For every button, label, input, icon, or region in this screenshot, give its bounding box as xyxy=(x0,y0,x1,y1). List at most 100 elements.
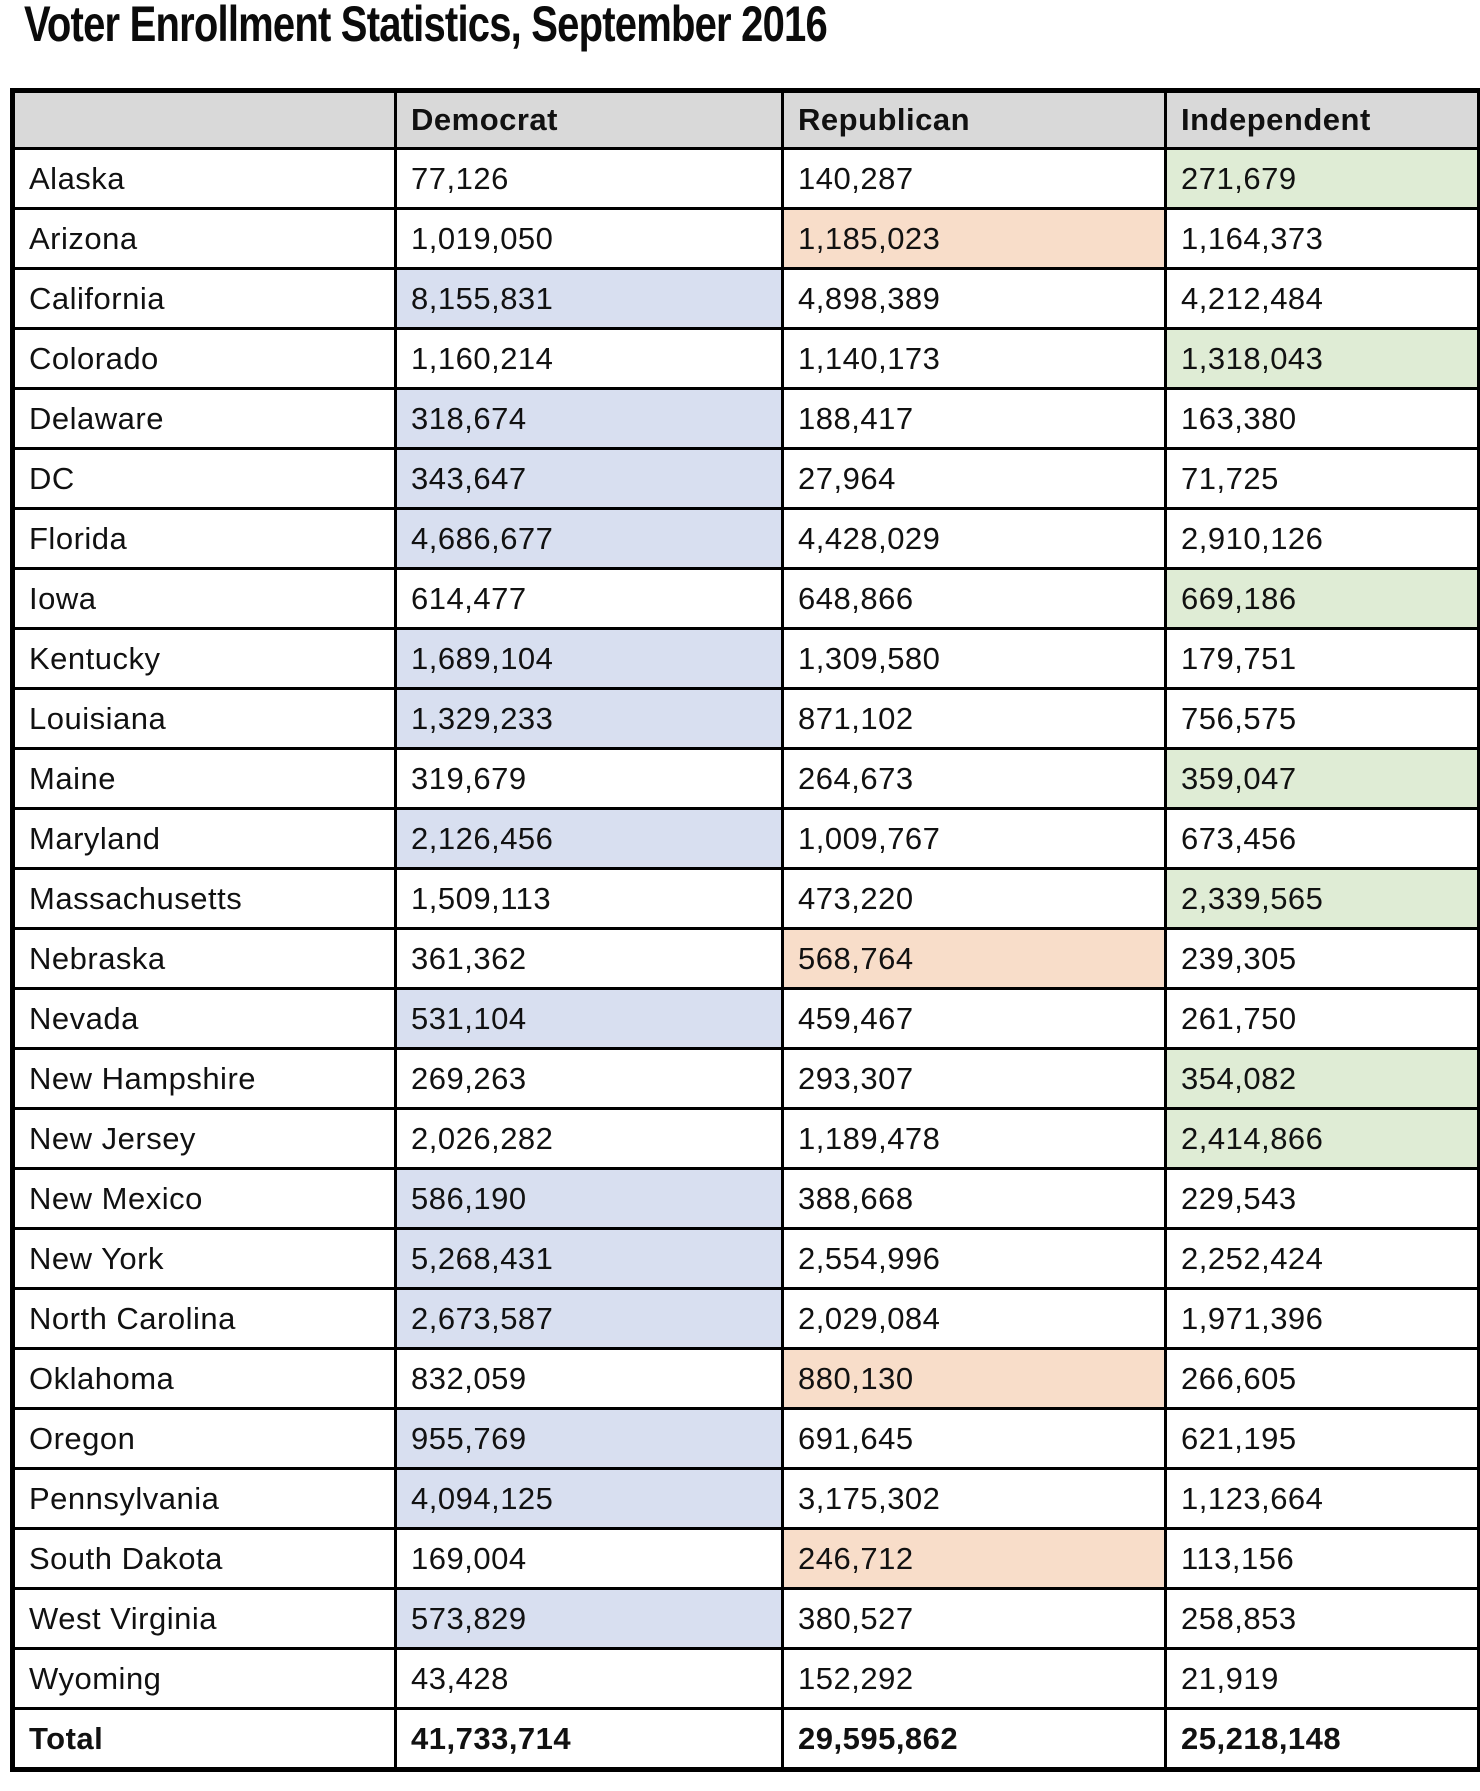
independent-cell: 21,919 xyxy=(1164,1647,1480,1710)
democrat-cell: 269,263 xyxy=(394,1047,784,1110)
republican-cell: 380,527 xyxy=(781,1587,1167,1650)
republican-cell: 880,130 xyxy=(781,1347,1167,1410)
democrat-cell: 169,004 xyxy=(394,1527,784,1590)
independent-cell: 669,186 xyxy=(1164,567,1480,630)
page-title: Voter Enrollment Statistics, September 2… xyxy=(24,0,828,52)
democrat-cell: 1,160,214 xyxy=(394,327,784,390)
democrat-cell: 1,689,104 xyxy=(394,627,784,690)
democrat-cell: 43,428 xyxy=(394,1647,784,1710)
table-row: New Hampshire 269,263 293,307 354,082 xyxy=(11,1047,1480,1110)
table-row: New Jersey 2,026,282 1,189,478 2,414,866 xyxy=(11,1107,1480,1170)
table-row: Arizona 1,019,050 1,185,023 1,164,373 xyxy=(11,207,1480,270)
independent-cell: 229,543 xyxy=(1164,1167,1480,1230)
independent-cell: 1,971,396 xyxy=(1164,1287,1480,1350)
democrat-cell: 614,477 xyxy=(394,567,784,630)
democrat-cell: 1,509,113 xyxy=(394,867,784,930)
independent-cell: 621,195 xyxy=(1164,1407,1480,1470)
independent-cell: 359,047 xyxy=(1164,747,1480,810)
independent-cell: 258,853 xyxy=(1164,1587,1480,1650)
state-cell: Colorado xyxy=(11,327,397,390)
republican-cell: 1,189,478 xyxy=(781,1107,1167,1170)
democrat-cell: 586,190 xyxy=(394,1167,784,1230)
table-row: Florida 4,686,677 4,428,029 2,910,126 xyxy=(11,507,1480,570)
republican-cell: 264,673 xyxy=(781,747,1167,810)
republican-cell: 691,645 xyxy=(781,1407,1167,1470)
democrat-cell: 319,679 xyxy=(394,747,784,810)
state-cell: Iowa xyxy=(11,567,397,630)
democrat-cell: 1,329,233 xyxy=(394,687,784,750)
republican-cell: 871,102 xyxy=(781,687,1167,750)
republican-cell: 29,595,862 xyxy=(781,1707,1167,1771)
independent-cell: 2,252,424 xyxy=(1164,1227,1480,1290)
table-row: Oklahoma 832,059 880,130 266,605 xyxy=(11,1347,1480,1410)
state-cell: Pennsylvania xyxy=(11,1467,397,1530)
state-cell: Massachusetts xyxy=(11,867,397,930)
republican-cell: 1,309,580 xyxy=(781,627,1167,690)
republican-cell: 648,866 xyxy=(781,567,1167,630)
header-democrat: Democrat xyxy=(394,89,784,150)
democrat-cell: 955,769 xyxy=(394,1407,784,1470)
state-cell: Total xyxy=(11,1707,397,1771)
table-body: Alaska 77,126 140,287 271,679 Arizona 1,019,0… xyxy=(11,147,1480,1771)
state-cell: Delaware xyxy=(11,387,397,450)
republican-cell: 188,417 xyxy=(781,387,1167,450)
table-row: DC 343,647 27,964 71,725 xyxy=(11,447,1480,510)
state-cell: DC xyxy=(11,447,397,510)
democrat-cell: 4,094,125 xyxy=(394,1467,784,1530)
democrat-cell: 1,019,050 xyxy=(394,207,784,270)
table-row: Maryland 2,126,456 1,009,767 673,456 xyxy=(11,807,1480,870)
voter-enrollment-table: Democrat Republican Independent Alaska 77… xyxy=(10,88,1480,1772)
state-cell: California xyxy=(11,267,397,330)
democrat-cell: 832,059 xyxy=(394,1347,784,1410)
table-row: Massachusetts 1,509,113 473,220 2,339,565 xyxy=(11,867,1480,930)
state-cell: New York xyxy=(11,1227,397,1290)
table-row: Delaware 318,674 188,417 163,380 xyxy=(11,387,1480,450)
state-cell: Oklahoma xyxy=(11,1347,397,1410)
table-row: Kentucky 1,689,104 1,309,580 179,751 xyxy=(11,627,1480,690)
democrat-cell: 41,733,714 xyxy=(394,1707,784,1771)
independent-cell: 2,339,565 xyxy=(1164,867,1480,930)
state-cell: South Dakota xyxy=(11,1527,397,1590)
independent-cell: 71,725 xyxy=(1164,447,1480,510)
republican-cell: 4,898,389 xyxy=(781,267,1167,330)
table-row: Maine 319,679 264,673 359,047 xyxy=(11,747,1480,810)
header-row: Democrat Republican Independent xyxy=(11,89,1480,150)
header-state xyxy=(11,89,397,150)
state-cell: Nevada xyxy=(11,987,397,1050)
republican-cell: 4,428,029 xyxy=(781,507,1167,570)
republican-cell: 246,712 xyxy=(781,1527,1167,1590)
independent-cell: 1,318,043 xyxy=(1164,327,1480,390)
democrat-cell: 4,686,677 xyxy=(394,507,784,570)
independent-cell: 673,456 xyxy=(1164,807,1480,870)
state-cell: Florida xyxy=(11,507,397,570)
state-cell: Louisiana xyxy=(11,687,397,750)
table-row: Louisiana 1,329,233 871,102 756,575 xyxy=(11,687,1480,750)
independent-cell: 2,414,866 xyxy=(1164,1107,1480,1170)
table-row: Oregon 955,769 691,645 621,195 xyxy=(11,1407,1480,1470)
independent-cell: 179,751 xyxy=(1164,627,1480,690)
democrat-cell: 8,155,831 xyxy=(394,267,784,330)
independent-cell: 1,164,373 xyxy=(1164,207,1480,270)
state-cell: New Jersey xyxy=(11,1107,397,1170)
table-row: South Dakota 169,004 246,712 113,156 xyxy=(11,1527,1480,1590)
table-row: Pennsylvania 4,094,125 3,175,302 1,123,664 xyxy=(11,1467,1480,1530)
republican-cell: 1,009,767 xyxy=(781,807,1167,870)
democrat-cell: 531,104 xyxy=(394,987,784,1050)
independent-cell: 113,156 xyxy=(1164,1527,1480,1590)
democrat-cell: 361,362 xyxy=(394,927,784,990)
state-cell: New Mexico xyxy=(11,1167,397,1230)
independent-cell: 756,575 xyxy=(1164,687,1480,750)
state-cell: North Carolina xyxy=(11,1287,397,1350)
republican-cell: 459,467 xyxy=(781,987,1167,1050)
table-row: Iowa 614,477 648,866 669,186 xyxy=(11,567,1480,630)
independent-cell: 1,123,664 xyxy=(1164,1467,1480,1530)
independent-cell: 271,679 xyxy=(1164,147,1480,210)
table-row: New York 5,268,431 2,554,996 2,252,424 xyxy=(11,1227,1480,1290)
table-row: Colorado 1,160,214 1,140,173 1,318,043 xyxy=(11,327,1480,390)
state-cell: Kentucky xyxy=(11,627,397,690)
state-cell: New Hampshire xyxy=(11,1047,397,1110)
state-cell: Wyoming xyxy=(11,1647,397,1710)
democrat-cell: 2,126,456 xyxy=(394,807,784,870)
republican-cell: 3,175,302 xyxy=(781,1467,1167,1530)
